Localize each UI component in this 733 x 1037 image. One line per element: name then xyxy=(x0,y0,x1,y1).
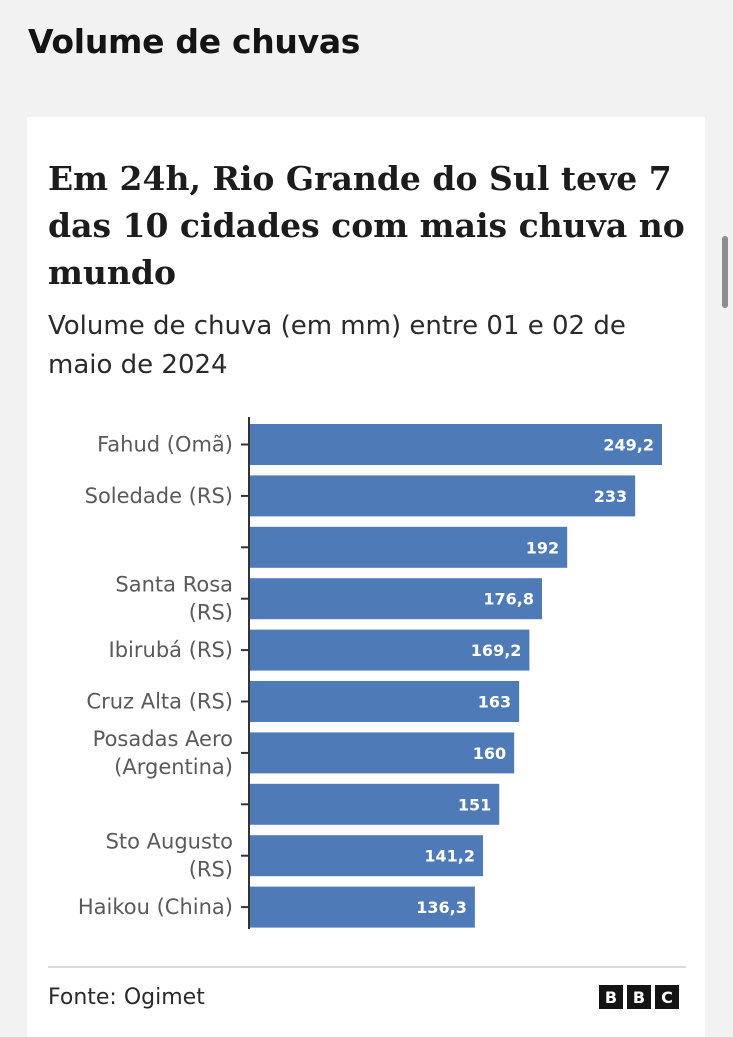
y-tick-label: Haikou (China) xyxy=(78,895,233,919)
y-tick-label: Cruz Alta (RS) xyxy=(86,690,233,714)
scrollbar-thumb[interactable] xyxy=(722,236,728,308)
bbc-logo-letter: B xyxy=(599,985,623,1009)
y-tick-label: Soledade (RS) xyxy=(85,484,233,508)
y-tick-label-line: Santa Rosa xyxy=(115,573,233,597)
data-label: 160 xyxy=(473,744,506,763)
bar xyxy=(249,578,543,620)
bar xyxy=(249,526,568,568)
bar-chart: 249,2 Fahud (Omã) 233 Soledade (RS) 192 176,8… xyxy=(78,417,662,929)
y-tick-label-line: (Argentina) xyxy=(114,755,233,779)
bbc-logo: B B C xyxy=(599,985,679,1009)
y-tick-label: Sto Augusto (RS) xyxy=(106,830,233,882)
y-tick-label: Fahud (Omã) xyxy=(97,433,233,457)
bar xyxy=(249,629,530,671)
y-tick-label-line: Cruz Alta (RS) xyxy=(86,690,233,714)
y-tick-label-line: Ibirubá (RS) xyxy=(109,638,233,662)
data-label: 141,2 xyxy=(424,847,475,866)
source-note: Fonte: Ogimet xyxy=(48,985,205,1010)
chart-subtitle: Volume de chuva (em mm) entre 01 e 02 de… xyxy=(48,311,626,380)
y-tick-label: Posadas Aero (Argentina) xyxy=(93,727,233,779)
data-label: 163 xyxy=(478,693,511,712)
data-label: 192 xyxy=(526,538,559,557)
bar xyxy=(249,783,500,825)
y-tick-label-line: (RS) xyxy=(189,858,233,882)
data-label: 169,2 xyxy=(471,641,522,660)
y-tick-label-line: Haikou (China) xyxy=(78,895,233,919)
y-tick-label-line: Posadas Aero xyxy=(93,727,233,751)
bar xyxy=(249,681,520,722)
section-title: Volume de chuvas xyxy=(28,22,361,61)
bar xyxy=(249,475,636,517)
data-label: 249,2 xyxy=(603,436,654,455)
y-tick-label-line: Fahud (Omã) xyxy=(97,433,233,457)
bar xyxy=(249,424,662,465)
data-label: 233 xyxy=(594,487,627,506)
chart-card: Em 24h, Rio Grande do Sul teve 7 das 10 … xyxy=(27,117,705,1037)
bar xyxy=(249,835,484,877)
y-tick-label: Ibirubá (RS) xyxy=(109,638,233,662)
data-label: 176,8 xyxy=(483,590,534,609)
bar xyxy=(249,886,475,928)
bbc-logo-letter: B xyxy=(627,985,651,1009)
footer-divider xyxy=(48,966,686,968)
chart-headline: Em 24h, Rio Grande do Sul teve 7 das 10 … xyxy=(48,159,685,292)
data-label: 136,3 xyxy=(416,898,467,917)
y-tick-label-line: Soledade (RS) xyxy=(85,484,233,508)
bar xyxy=(249,732,515,774)
y-tick-label-line: (RS) xyxy=(189,601,233,625)
y-tick-label: Santa Rosa (RS) xyxy=(115,573,233,625)
data-label: 151 xyxy=(458,795,491,814)
bbc-logo-letter: C xyxy=(655,985,679,1009)
y-tick-label-line: Sto Augusto xyxy=(106,830,233,854)
